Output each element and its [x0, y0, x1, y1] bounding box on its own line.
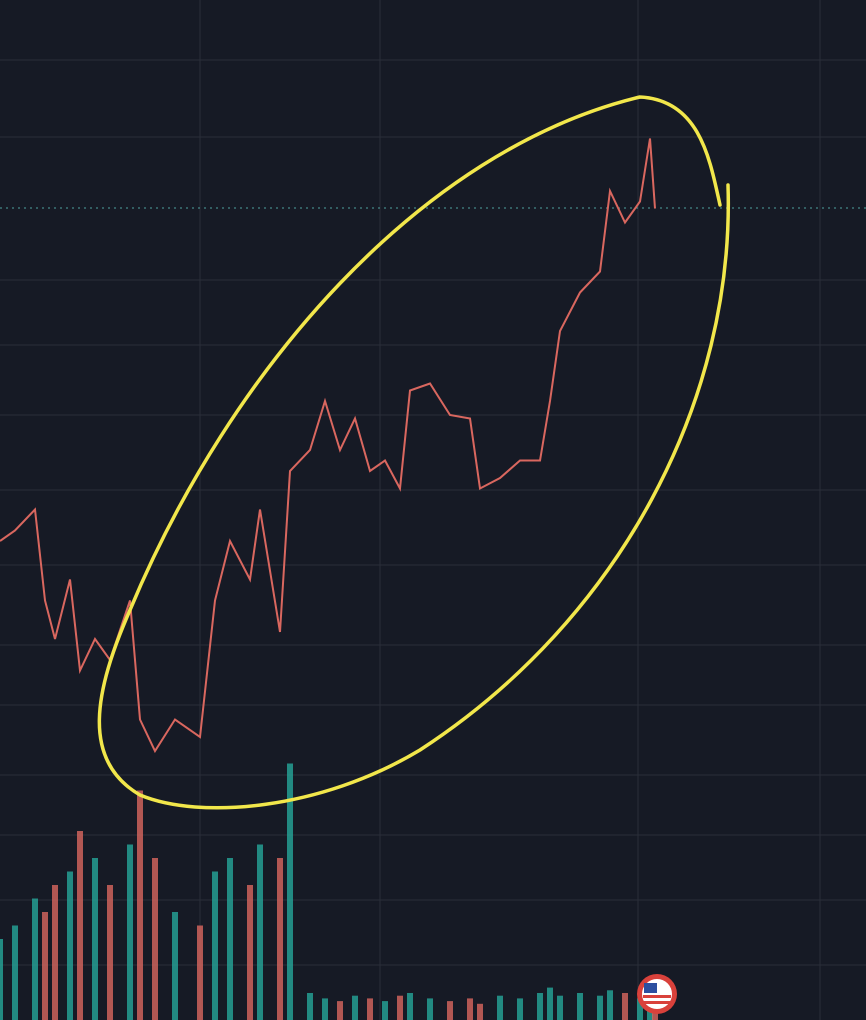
volume-bar — [12, 925, 18, 1020]
volume-bar — [622, 993, 628, 1020]
volume-bar — [337, 1001, 343, 1020]
volume-bar — [32, 898, 38, 1020]
volume-bar — [307, 993, 313, 1020]
volume-bar — [92, 858, 98, 1020]
volume-bar — [137, 790, 143, 1020]
volume-bar — [322, 998, 328, 1020]
volume-bar — [597, 995, 603, 1020]
volume-bar — [607, 990, 613, 1020]
volume-bar — [212, 871, 218, 1020]
flag-stripe[interactable] — [643, 1001, 671, 1004]
volume-bar — [467, 998, 473, 1020]
volume-bar — [152, 858, 158, 1020]
volume-bar — [447, 1001, 453, 1020]
volume-bar — [247, 885, 253, 1020]
volume-bar — [477, 1003, 483, 1020]
volume-bar — [547, 987, 553, 1020]
volume-bar — [107, 885, 113, 1020]
volume-bar — [517, 998, 523, 1020]
price-layer — [0, 138, 656, 754]
volume-bar — [127, 844, 133, 1020]
volume-bar — [367, 998, 373, 1020]
volume-bar — [77, 831, 83, 1020]
volume-bar — [352, 995, 358, 1020]
volume-bar — [497, 995, 503, 1020]
volume-bar — [52, 885, 58, 1020]
flag-canton[interactable] — [644, 983, 657, 993]
price-series — [0, 138, 656, 754]
flag-icon[interactable] — [637, 974, 677, 1014]
volume-bar — [637, 998, 643, 1020]
volume-bar — [287, 763, 293, 1020]
volume-bar — [557, 995, 563, 1020]
volume-bar — [197, 925, 203, 1020]
volume-bar — [0, 939, 3, 1020]
volume-bar — [42, 912, 48, 1020]
volume-layer — [0, 763, 658, 1020]
flag-stripe[interactable] — [643, 995, 671, 998]
volume-bar — [227, 858, 233, 1020]
volume-bar — [67, 871, 73, 1020]
volume-bar — [577, 993, 583, 1020]
volume-bar — [277, 858, 283, 1020]
volume-bar — [257, 844, 263, 1020]
volume-bar — [397, 995, 403, 1020]
volume-bar — [172, 912, 178, 1020]
highlight-ellipse — [97, 95, 731, 810]
volume-bar — [407, 993, 413, 1020]
volume-bar — [382, 1001, 388, 1020]
volume-bar — [427, 998, 433, 1020]
volume-bar — [537, 993, 543, 1020]
